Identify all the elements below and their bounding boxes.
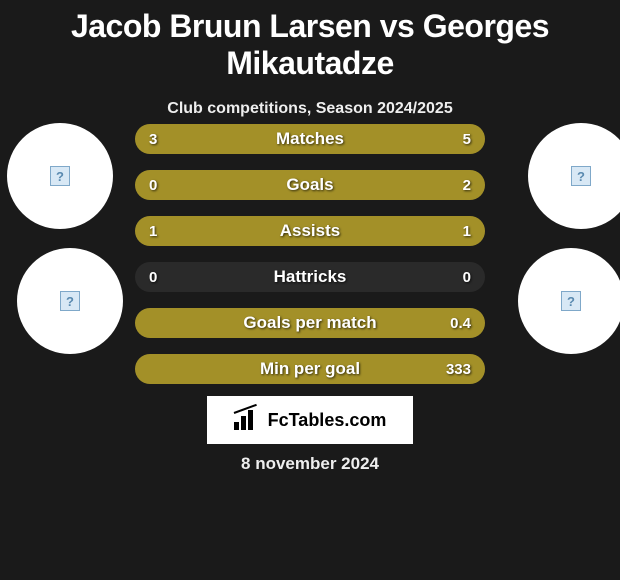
- stat-bar-label: Hattricks: [135, 262, 485, 292]
- stat-bar: Goals0 2: [135, 170, 485, 200]
- stat-bar-label: Goals per match: [135, 308, 485, 338]
- stat-bar-value-right: 0.4: [450, 308, 471, 338]
- stat-bar-value-right: 0: [463, 262, 471, 292]
- stat-bar-value-right: 5: [463, 124, 471, 154]
- comparison-title: Jacob Bruun Larsen vs Georges Mikautadze: [0, 0, 620, 82]
- stat-bar: Goals per match0.4: [135, 308, 485, 338]
- stat-bar-label: Matches: [135, 124, 485, 154]
- fctables-logo-icon: [234, 410, 262, 430]
- stat-bars-container: Matches35Goals02Assists11Hattricks00Goal…: [135, 124, 485, 400]
- player1-avatar: ?: [7, 123, 113, 229]
- stat-bar-label: Min per goal: [135, 354, 485, 384]
- player2-club-avatar: ?: [518, 248, 620, 354]
- image-placeholder-icon: ?: [571, 166, 591, 186]
- stat-bar-label: Goals: [135, 170, 485, 200]
- stat-bar-value-left: 1: [149, 216, 157, 246]
- comparison-date: 8 november 2024: [0, 454, 620, 474]
- stat-bar: Hattricks0 0: [135, 262, 485, 292]
- stat-bar-value-right: 2: [463, 170, 471, 200]
- stat-bar-value-left: 3: [149, 124, 157, 154]
- player2-avatar: ?: [528, 123, 620, 229]
- stat-bar: Matches3 5: [135, 124, 485, 154]
- player1-club-avatar: ?: [17, 248, 123, 354]
- stat-bar: Assists1 1: [135, 216, 485, 246]
- image-placeholder-icon: ?: [561, 291, 581, 311]
- stat-bar: Min per goal333: [135, 354, 485, 384]
- stat-bar-value-left: 0: [149, 262, 157, 292]
- image-placeholder-icon: ?: [60, 291, 80, 311]
- stat-bar-value-right: 1: [463, 216, 471, 246]
- stat-bar-value-right: 333: [446, 354, 471, 384]
- stat-bar-value-left: 0: [149, 170, 157, 200]
- branding-badge: FcTables.com: [207, 396, 413, 444]
- stat-bar-label: Assists: [135, 216, 485, 246]
- branding-text: FcTables.com: [268, 410, 387, 431]
- comparison-subtitle: Club competitions, Season 2024/2025: [0, 100, 620, 118]
- image-placeholder-icon: ?: [50, 166, 70, 186]
